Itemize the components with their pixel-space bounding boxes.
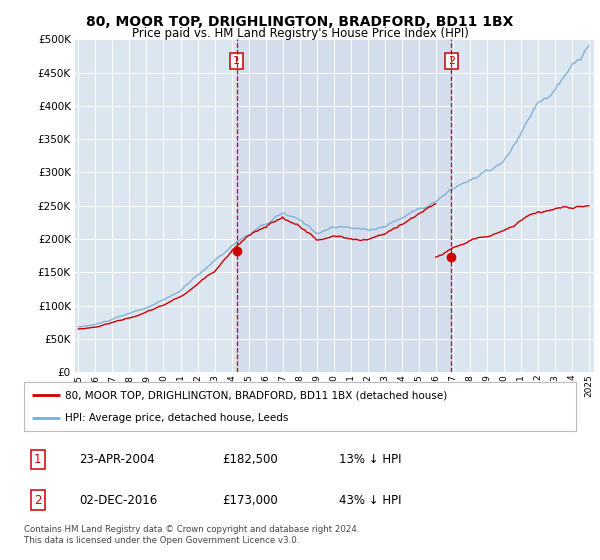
Text: £182,500: £182,500 (223, 453, 278, 466)
Text: Price paid vs. HM Land Registry's House Price Index (HPI): Price paid vs. HM Land Registry's House … (131, 27, 469, 40)
Text: 80, MOOR TOP, DRIGHLINGTON, BRADFORD, BD11 1BX: 80, MOOR TOP, DRIGHLINGTON, BRADFORD, BD… (86, 15, 514, 29)
Text: 13% ↓ HPI: 13% ↓ HPI (338, 453, 401, 466)
Text: 2: 2 (34, 493, 41, 507)
Text: 1: 1 (233, 56, 240, 66)
Text: 02-DEC-2016: 02-DEC-2016 (79, 493, 157, 507)
Text: 1: 1 (34, 453, 41, 466)
Text: Contains HM Land Registry data © Crown copyright and database right 2024.
This d: Contains HM Land Registry data © Crown c… (24, 525, 359, 545)
Text: 80, MOOR TOP, DRIGHLINGTON, BRADFORD, BD11 1BX (detached house): 80, MOOR TOP, DRIGHLINGTON, BRADFORD, BD… (65, 390, 448, 400)
Text: 2: 2 (448, 56, 455, 66)
Text: HPI: Average price, detached house, Leeds: HPI: Average price, detached house, Leed… (65, 413, 289, 423)
Bar (236, 39, 451, 372)
Text: 23-APR-2004: 23-APR-2004 (79, 453, 155, 466)
Text: £173,000: £173,000 (223, 493, 278, 507)
Text: 43% ↓ HPI: 43% ↓ HPI (338, 493, 401, 507)
